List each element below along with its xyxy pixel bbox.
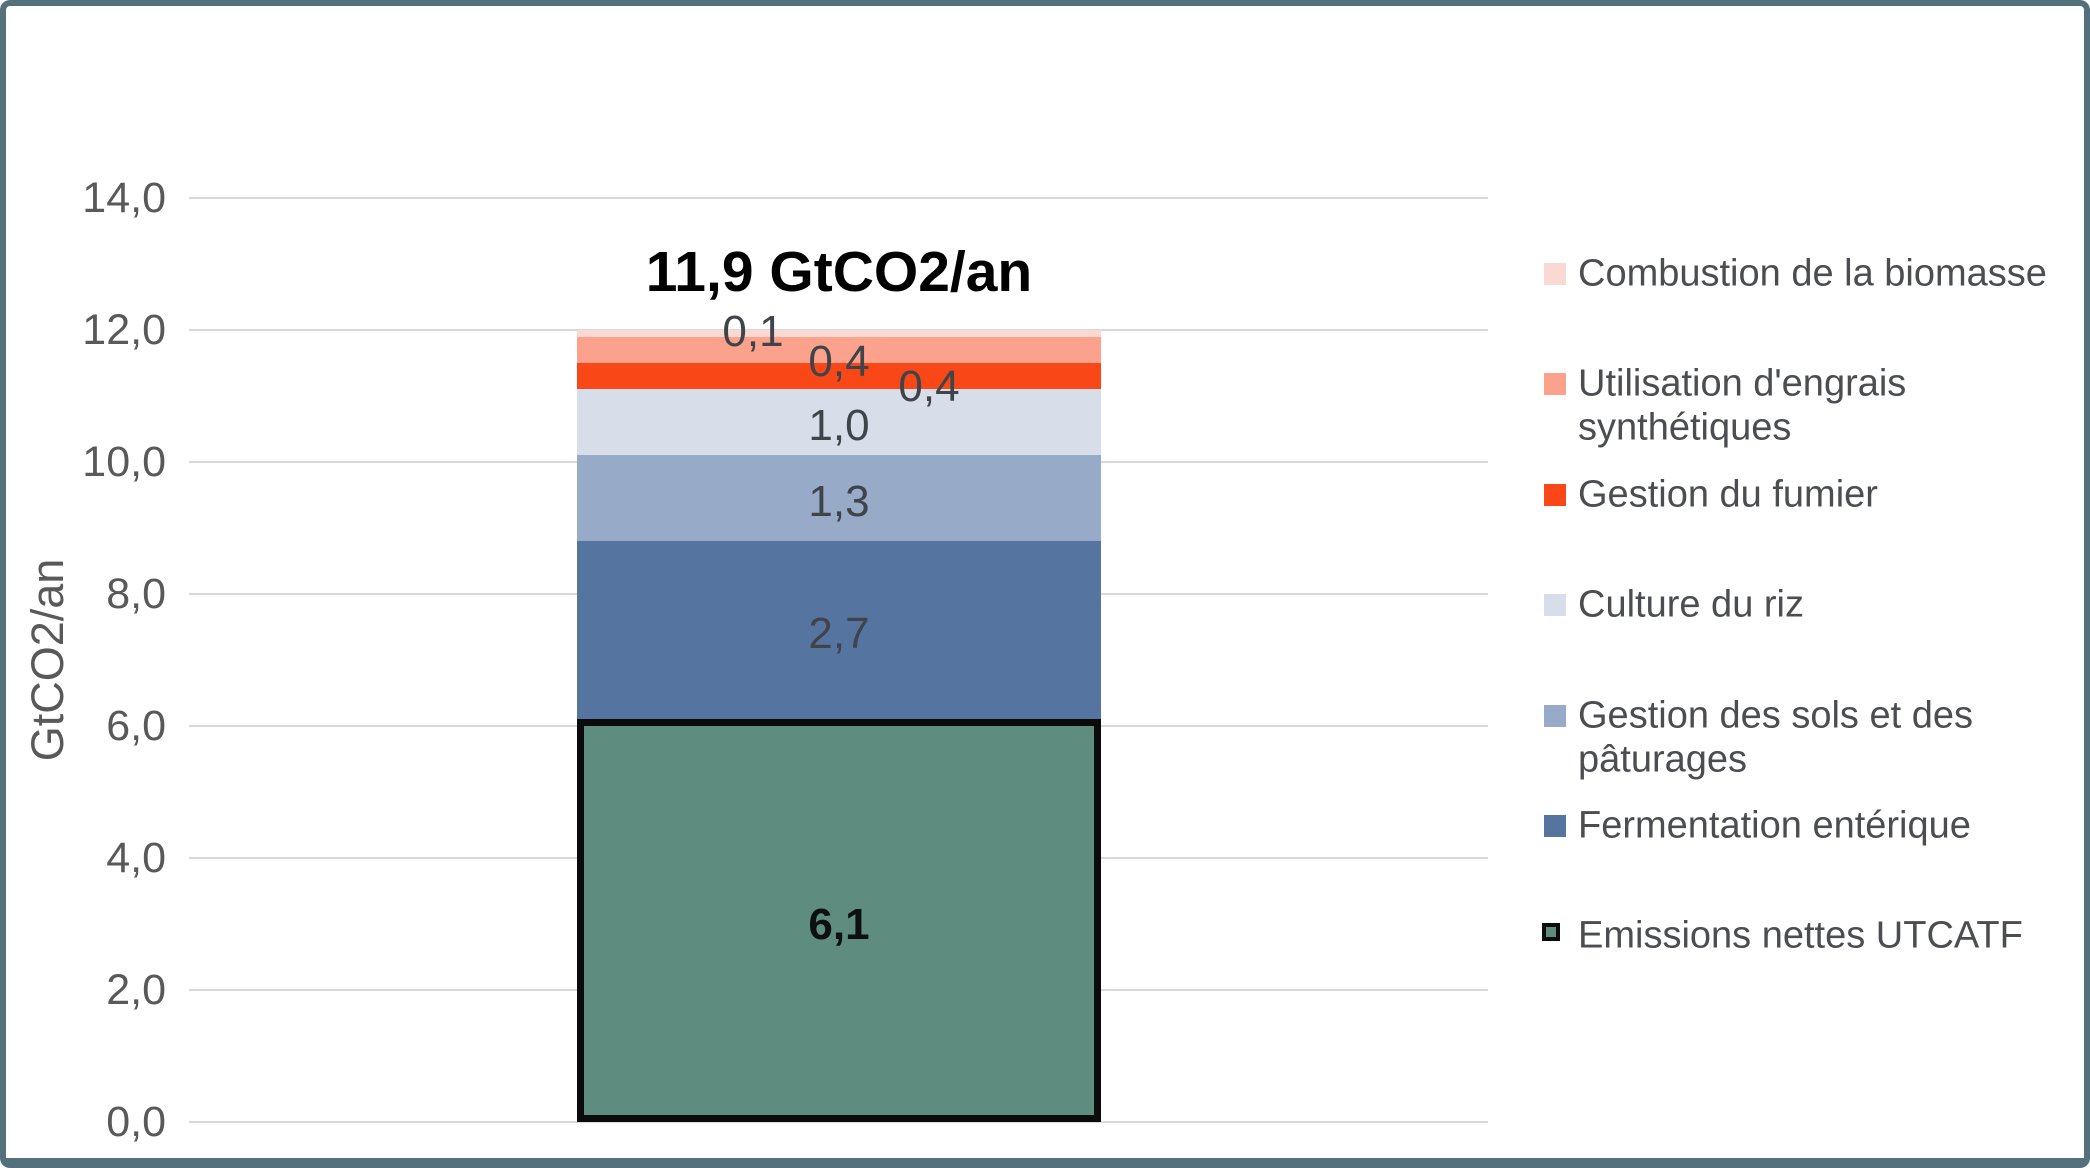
y-tick-label: 0,0 bbox=[106, 1098, 166, 1146]
y-tick-label: 8,0 bbox=[106, 570, 166, 618]
legend-label-1-line1: synthétiques bbox=[1578, 406, 1792, 449]
legend-swatch-3 bbox=[1544, 594, 1566, 617]
bar-segment-5 bbox=[577, 336, 1101, 363]
y-tick-label: 12,0 bbox=[82, 306, 166, 354]
y-tick-label: 6,0 bbox=[106, 702, 166, 750]
data-label-5: 0,4 bbox=[808, 337, 870, 386]
gridline-0,0 bbox=[189, 1121, 1488, 1123]
data-label-0: 6,1 bbox=[808, 899, 870, 949]
legend-swatch-5 bbox=[1544, 815, 1566, 837]
legend-swatch-1 bbox=[1544, 373, 1566, 396]
legend-label-3: Culture du riz bbox=[1578, 583, 1804, 626]
legend-label-6: Emissions nettes UTCATF bbox=[1578, 914, 2023, 957]
y-tick-label: 10,0 bbox=[82, 438, 166, 486]
y-tick-label: 2,0 bbox=[106, 966, 166, 1014]
bar-segment-2 bbox=[577, 455, 1101, 542]
gridline-14,0 bbox=[189, 197, 1488, 199]
legend-label-1-line0: Utilisation d'engrais bbox=[1578, 362, 1907, 405]
legend-swatch-0 bbox=[1544, 263, 1566, 285]
legend-label-5: Fermentation entérique bbox=[1578, 804, 1971, 847]
bar-segment-0 bbox=[577, 719, 1101, 1122]
bar-segment-3 bbox=[577, 389, 1101, 456]
bar-total-label: 11,9 GtCO2/an bbox=[645, 240, 1033, 304]
legend-label-4-line0: Gestion des sols et des bbox=[1578, 694, 1973, 737]
bar-segment-6 bbox=[577, 330, 1101, 337]
y-axis-title: GtCO2/an bbox=[22, 558, 73, 762]
data-label-4: 0,4 bbox=[898, 362, 960, 411]
data-label-3: 1,0 bbox=[808, 401, 870, 451]
y-tick-label: 4,0 bbox=[106, 834, 166, 882]
data-label-2: 1,3 bbox=[808, 477, 870, 527]
bar-segment-4 bbox=[577, 363, 1101, 390]
legend-label-0: Combustion de la biomasse bbox=[1578, 252, 2047, 295]
legend-swatch-4 bbox=[1544, 704, 1566, 727]
bar-segment-1 bbox=[577, 541, 1101, 720]
data-label-1: 2,7 bbox=[808, 609, 870, 659]
legend-label-4-line1: pâturages bbox=[1578, 738, 1748, 781]
y-tick-label: 14,0 bbox=[82, 174, 166, 222]
legend-label-2: Gestion du fumier bbox=[1578, 473, 1878, 516]
legend-swatch-6 bbox=[1542, 923, 1560, 942]
legend-swatch-2 bbox=[1544, 483, 1566, 506]
data-label-6: 0,1 bbox=[722, 307, 784, 356]
